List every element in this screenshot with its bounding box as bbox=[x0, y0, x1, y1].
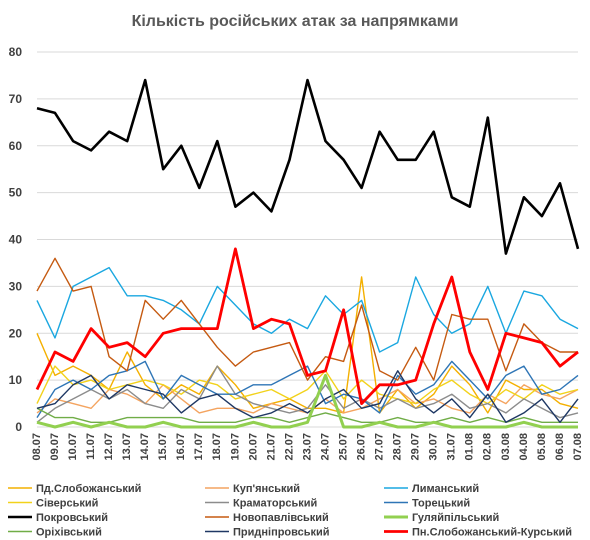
y-tick-label: 30 bbox=[9, 279, 23, 293]
series-line bbox=[36, 266, 579, 353]
x-tick-label: 21.07 bbox=[265, 433, 277, 461]
x-tick-label: 27.07 bbox=[374, 433, 386, 461]
x-tick-label: 18.07 bbox=[211, 433, 223, 461]
x-tick-label: 22.07 bbox=[283, 433, 295, 461]
x-tick-label: 12.07 bbox=[103, 433, 115, 461]
x-tick-label: 28.07 bbox=[392, 433, 404, 461]
y-tick-label: 20 bbox=[9, 326, 23, 340]
legend-label: Новопавлівський bbox=[233, 512, 329, 524]
x-tick-label: 15.07 bbox=[157, 433, 169, 461]
series-line bbox=[36, 78, 580, 255]
x-tick-label: 09.07 bbox=[49, 433, 61, 461]
x-tick-label: 24.07 bbox=[319, 433, 331, 461]
legend-label: Краматорський bbox=[233, 498, 317, 510]
x-tick-label: 08.07 bbox=[31, 433, 43, 461]
x-tick-label: 14.07 bbox=[139, 433, 151, 461]
x-tick-label: 25.07 bbox=[337, 433, 349, 461]
x-tick-label: 17.07 bbox=[193, 433, 205, 461]
x-tick-label: 06.08 bbox=[554, 433, 566, 461]
x-tick-label: 29.07 bbox=[410, 433, 422, 461]
series-line bbox=[36, 365, 579, 423]
series-line bbox=[36, 257, 578, 381]
legend-label: Покровський bbox=[36, 512, 108, 524]
legend-label: Оріхівський bbox=[36, 527, 102, 539]
legend-label: Лиманський bbox=[412, 483, 479, 495]
chart-title: Кількість російських атак за напрямками bbox=[132, 13, 459, 30]
x-tick-label: 01.08 bbox=[464, 433, 476, 461]
y-tick-label: 80 bbox=[9, 45, 23, 59]
series-line bbox=[36, 407, 578, 423]
x-tick-label: 16.07 bbox=[175, 433, 187, 461]
legend-label: Сіверський bbox=[36, 498, 98, 510]
y-axis-ticks: 0 10 20 30 40 50 60 70 80 bbox=[9, 45, 23, 434]
y-tick-label: 60 bbox=[9, 139, 23, 153]
x-tick-label: 02.08 bbox=[482, 433, 494, 461]
x-tick-label: 30.07 bbox=[428, 433, 440, 461]
legend-label: Гуляйпільський bbox=[412, 512, 499, 524]
y-tick-label: 40 bbox=[9, 233, 23, 247]
y-tick-label: 50 bbox=[9, 186, 23, 200]
x-tick-label: 03.08 bbox=[500, 433, 512, 461]
x-tick-label: 23.07 bbox=[301, 433, 313, 461]
series-line bbox=[36, 370, 579, 423]
x-tick-label: 04.08 bbox=[518, 433, 530, 461]
series-line bbox=[36, 373, 578, 429]
gridlines bbox=[37, 51, 578, 428]
x-tick-label: 31.07 bbox=[446, 433, 458, 461]
legend-label: Куп'янський bbox=[233, 483, 300, 495]
y-tick-label: 0 bbox=[15, 420, 22, 434]
x-tick-label: 05.08 bbox=[536, 433, 548, 461]
x-tick-label: 07.08 bbox=[572, 433, 584, 461]
x-tick-label: 19.07 bbox=[229, 433, 241, 461]
x-tick-label: 20.07 bbox=[247, 433, 259, 461]
y-tick-label: 70 bbox=[9, 92, 23, 106]
legend: Пд.Слобожанський Куп'янський Лиманський Сів… bbox=[8, 483, 572, 539]
legend-label: Пд.Слобожанський bbox=[36, 483, 141, 495]
series-line bbox=[35, 247, 579, 406]
y-tick-label: 10 bbox=[9, 373, 23, 387]
x-tick-label: 11.07 bbox=[85, 433, 97, 460]
legend-label: Торецький bbox=[412, 498, 470, 510]
x-axis-ticks: 08.07 09.07 10.07 11.07 12.07 13.07 14.07 15.07… bbox=[31, 433, 584, 461]
legend-label: Пн.Слобожанський-Курський bbox=[412, 527, 572, 539]
x-tick-label: 26.07 bbox=[356, 433, 368, 461]
x-tick-label: 10.07 bbox=[67, 433, 79, 461]
series-lines bbox=[35, 78, 580, 429]
legend-label: Придніпровський bbox=[233, 527, 330, 539]
x-tick-label: 13.07 bbox=[121, 433, 133, 461]
